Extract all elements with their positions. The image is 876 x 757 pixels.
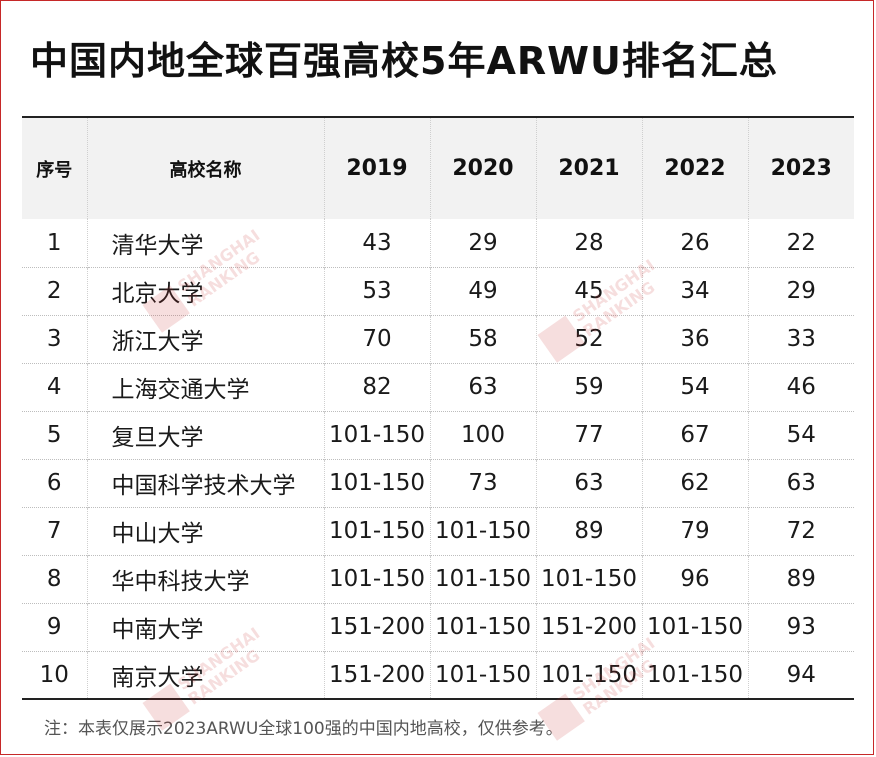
cell-index: 8	[22, 555, 88, 603]
cell-rank-2022: 96	[641, 555, 749, 603]
cell-rank-2020: 73	[429, 459, 537, 507]
cell-university: 中山大学	[86, 507, 325, 555]
table-row: 5 复旦大学 101-150 100 77 67 54	[22, 411, 854, 459]
cell-university: 华中科技大学	[86, 555, 325, 603]
cell-university: 浙江大学	[86, 315, 325, 363]
cell-rank-2021: 63	[535, 459, 643, 507]
cell-rank-2020: 101-150	[429, 555, 537, 603]
cell-rank-2023: 54	[747, 411, 854, 459]
cell-rank-2020: 101-150	[429, 603, 537, 651]
cell-rank-2019: 151-200	[323, 603, 431, 651]
cell-index: 6	[22, 459, 88, 507]
cell-university: 中南大学	[86, 603, 325, 651]
cell-rank-2021: 45	[535, 267, 643, 315]
header-year-2021: 2021	[535, 117, 643, 219]
header-index: 序号	[22, 117, 88, 219]
cell-rank-2021: 89	[535, 507, 643, 555]
cell-rank-2019: 43	[323, 219, 431, 267]
table-header-row: 序号 高校名称 2019 2020 2021 2022 2023	[22, 117, 854, 219]
cell-university: 上海交通大学	[86, 363, 325, 411]
table-row: 8 华中科技大学 101-150 101-150 101-150 96 89	[22, 555, 854, 603]
table-row: 1 清华大学 43 29 28 26 22	[22, 219, 854, 267]
cell-rank-2021: 28	[535, 219, 643, 267]
cell-rank-2022: 26	[641, 219, 749, 267]
cell-rank-2019: 82	[323, 363, 431, 411]
table-row: 10 南京大学 151-200 101-150 101-150 101-150 94	[22, 651, 854, 699]
cell-rank-2021: 101-150	[535, 555, 643, 603]
cell-rank-2020: 58	[429, 315, 537, 363]
table-row: 6 中国科学技术大学 101-150 73 63 62 63	[22, 459, 854, 507]
cell-university: 北京大学	[86, 267, 325, 315]
header-year-2020: 2020	[429, 117, 537, 219]
cell-rank-2019: 101-150	[323, 411, 431, 459]
header-university: 高校名称	[86, 117, 325, 219]
cell-rank-2020: 63	[429, 363, 537, 411]
cell-rank-2020: 49	[429, 267, 537, 315]
cell-university: 南京大学	[86, 651, 325, 699]
table-row: 2 北京大学 53 49 45 34 29	[22, 267, 854, 315]
cell-rank-2023: 72	[747, 507, 854, 555]
cell-rank-2023: 63	[747, 459, 854, 507]
cell-index: 5	[22, 411, 88, 459]
cell-rank-2020: 101-150	[429, 651, 537, 699]
cell-rank-2020: 29	[429, 219, 537, 267]
cell-rank-2019: 101-150	[323, 507, 431, 555]
header-year-2019: 2019	[323, 117, 431, 219]
cell-rank-2022: 79	[641, 507, 749, 555]
cell-rank-2022: 101-150	[641, 603, 749, 651]
cell-rank-2019: 101-150	[323, 555, 431, 603]
cell-rank-2019: 151-200	[323, 651, 431, 699]
table-row: 3 浙江大学 70 58 52 36 33	[22, 315, 854, 363]
cell-rank-2021: 151-200	[535, 603, 643, 651]
cell-university: 复旦大学	[86, 411, 325, 459]
cell-rank-2020: 101-150	[429, 507, 537, 555]
cell-index: 4	[22, 363, 88, 411]
cell-university: 中国科学技术大学	[86, 459, 325, 507]
table-row: 9 中南大学 151-200 101-150 151-200 101-150 93	[22, 603, 854, 651]
table-row: 4 上海交通大学 82 63 59 54 46	[22, 363, 854, 411]
cell-rank-2022: 54	[641, 363, 749, 411]
cell-university: 清华大学	[86, 219, 325, 267]
cell-rank-2023: 93	[747, 603, 854, 651]
cell-rank-2023: 29	[747, 267, 854, 315]
cell-rank-2022: 101-150	[641, 651, 749, 699]
cell-index: 10	[22, 651, 88, 699]
cell-rank-2022: 67	[641, 411, 749, 459]
ranking-table: 序号 高校名称 2019 2020 2021 2022 2023 1 清华大学 43…	[22, 116, 854, 700]
cell-rank-2021: 59	[535, 363, 643, 411]
cell-rank-2022: 36	[641, 315, 749, 363]
cell-rank-2021: 77	[535, 411, 643, 459]
cell-rank-2019: 53	[323, 267, 431, 315]
cell-rank-2023: 46	[747, 363, 854, 411]
page-title: 中国内地全球百强高校5年ARWU排名汇总	[30, 39, 778, 83]
cell-rank-2022: 34	[641, 267, 749, 315]
cell-rank-2020: 100	[429, 411, 537, 459]
footnote: 注：本表仅展示2023ARWU全球100强的中国内地高校，仅供参考。	[44, 719, 563, 739]
cell-rank-2023: 89	[747, 555, 854, 603]
cell-rank-2021: 52	[535, 315, 643, 363]
header-year-2022: 2022	[641, 117, 749, 219]
cell-rank-2022: 62	[641, 459, 749, 507]
cell-index: 2	[22, 267, 88, 315]
cell-index: 1	[22, 219, 88, 267]
cell-rank-2019: 101-150	[323, 459, 431, 507]
cell-rank-2023: 94	[747, 651, 854, 699]
header-year-2023: 2023	[747, 117, 854, 219]
cell-rank-2023: 33	[747, 315, 854, 363]
cell-index: 9	[22, 603, 88, 651]
table-row: 7 中山大学 101-150 101-150 89 79 72	[22, 507, 854, 555]
cell-rank-2019: 70	[323, 315, 431, 363]
cell-index: 3	[22, 315, 88, 363]
cell-rank-2021: 101-150	[535, 651, 643, 699]
cell-rank-2023: 22	[747, 219, 854, 267]
cell-index: 7	[22, 507, 88, 555]
